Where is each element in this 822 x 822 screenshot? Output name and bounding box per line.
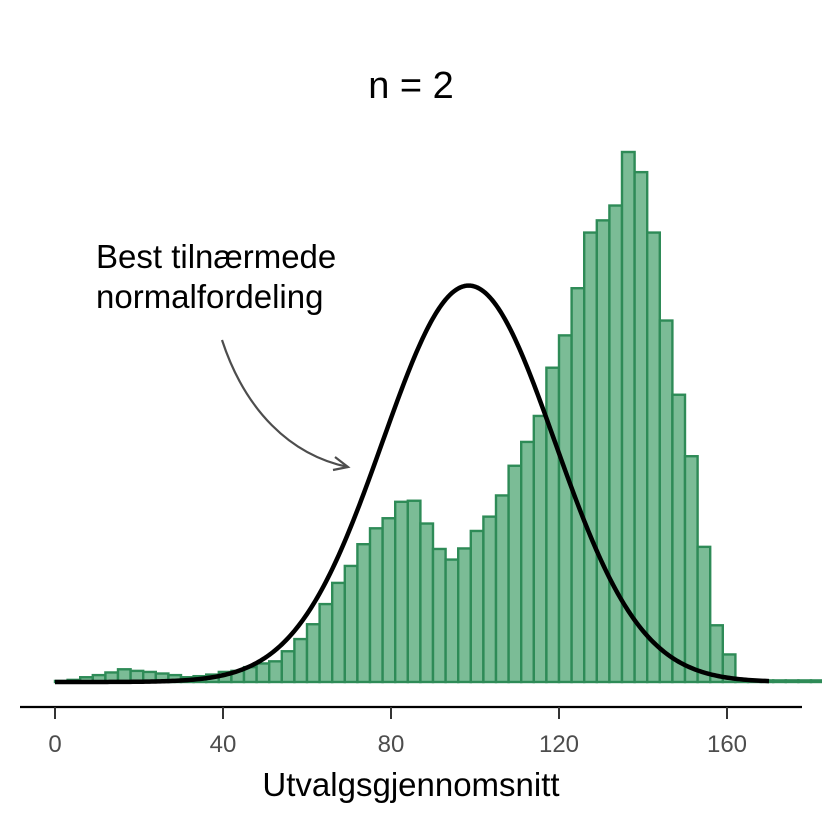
x-axis-ticks: 0 40 80 120 160 <box>48 707 747 758</box>
histogram-bar <box>280 650 296 684</box>
histogram-bar <box>482 515 498 684</box>
histogram-bar <box>268 660 284 684</box>
histogram-bar <box>784 679 800 684</box>
histogram-bar <box>633 170 649 684</box>
histogram-bar <box>721 653 737 684</box>
histogram-bar <box>305 623 321 684</box>
annotation-line-2: normalfordeling <box>96 278 323 315</box>
histogram-bar <box>809 679 822 684</box>
histogram-bar <box>557 334 573 684</box>
histogram-bar <box>318 602 334 684</box>
histogram-bar <box>293 637 309 684</box>
normal-curve <box>54 283 770 685</box>
histogram-bar <box>368 527 384 684</box>
histogram-bar <box>646 231 662 684</box>
histogram-bar <box>406 499 422 684</box>
histogram-bar <box>532 414 548 684</box>
histogram-bar <box>772 679 788 684</box>
x-tick-label: 40 <box>210 731 237 758</box>
histogram-bar <box>255 662 271 684</box>
histogram-bar <box>595 219 611 684</box>
histogram-bar <box>343 564 359 684</box>
histogram-bar <box>331 581 347 684</box>
x-tick-label: 80 <box>378 731 405 758</box>
histogram-bar <box>608 204 624 684</box>
histogram-bar <box>381 517 397 684</box>
histogram-bar <box>570 287 586 684</box>
histogram-bar <box>696 545 712 684</box>
histogram-bar <box>583 231 599 684</box>
histogram-bar <box>431 547 447 684</box>
annotation-line-1: Best tilnærmede <box>96 238 336 275</box>
x-tick-label: 0 <box>48 731 61 758</box>
histogram-bar <box>545 366 561 684</box>
histogram-bars <box>53 150 822 684</box>
histogram-bar <box>469 529 485 684</box>
x-tick-label: 160 <box>707 731 747 758</box>
histogram-bar <box>457 547 473 684</box>
histogram-bar <box>797 679 813 684</box>
histogram-bar <box>520 440 536 684</box>
histogram-bar <box>356 543 372 684</box>
annotation-arrowhead <box>332 456 351 472</box>
histogram-bar <box>494 494 510 684</box>
histogram-bar <box>658 319 674 684</box>
histogram-bar <box>683 455 699 684</box>
histogram-bar <box>419 522 435 684</box>
histogram-bar <box>394 500 410 684</box>
annotation-arrow <box>220 339 349 469</box>
histogram-bar <box>671 393 687 684</box>
histogram-bar <box>444 558 460 684</box>
x-axis-label: Utvalgsgjennomsnitt <box>262 766 559 803</box>
chart-title: n = 2 <box>368 65 454 107</box>
histogram-bar <box>507 464 523 684</box>
x-tick-label: 120 <box>539 731 579 758</box>
